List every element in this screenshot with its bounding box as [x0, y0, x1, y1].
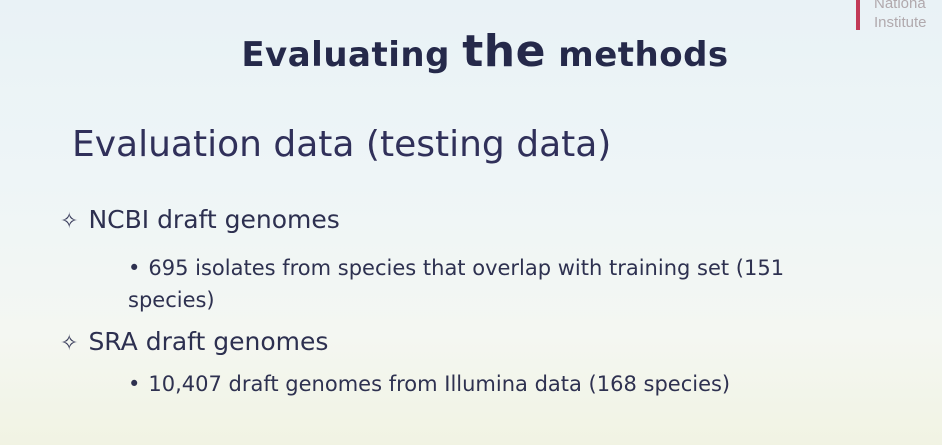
dot-bullet-icon: • [128, 372, 141, 396]
title-part-1: Evaluating [241, 35, 463, 75]
bullet-sra: ✧ SRA draft genomes [60, 327, 328, 356]
bullet-sra-text: SRA draft genomes [88, 327, 329, 356]
logo-bar [856, 0, 860, 30]
bullet-ncbi: ✧ NCBI draft genomes [60, 205, 340, 234]
title-part-2: the [462, 26, 546, 77]
dot-bullet-icon: • [128, 256, 141, 280]
logo-text: Nationa Institute [874, 0, 942, 32]
diamond-bullet-icon: ✧ [60, 331, 79, 356]
bullet-ncbi-text: NCBI draft genomes [88, 205, 340, 234]
slide-subtitle: Evaluation data (testing data) [72, 124, 612, 165]
sub-bullet-sra: • 10,407 draft genomes from Illumina data… [128, 368, 908, 400]
diamond-bullet-icon: ✧ [60, 209, 79, 234]
sub-bullet-sra-line-1: 10,407 draft genomes from Illumina data … [148, 372, 731, 396]
slide-title: Evaluating the methods [0, 26, 942, 77]
title-part-3: methods [545, 35, 729, 75]
logo-line-2: Institute [874, 14, 927, 31]
logo-line-1: Nationa [874, 0, 926, 12]
sub-bullet-ncbi: • 695 isolates from species that overlap … [128, 252, 908, 316]
sub-bullet-ncbi-line-1: • 695 isolates from species that overlap … [128, 256, 785, 280]
sub-bullet-ncbi-line-2: species) [128, 288, 215, 312]
